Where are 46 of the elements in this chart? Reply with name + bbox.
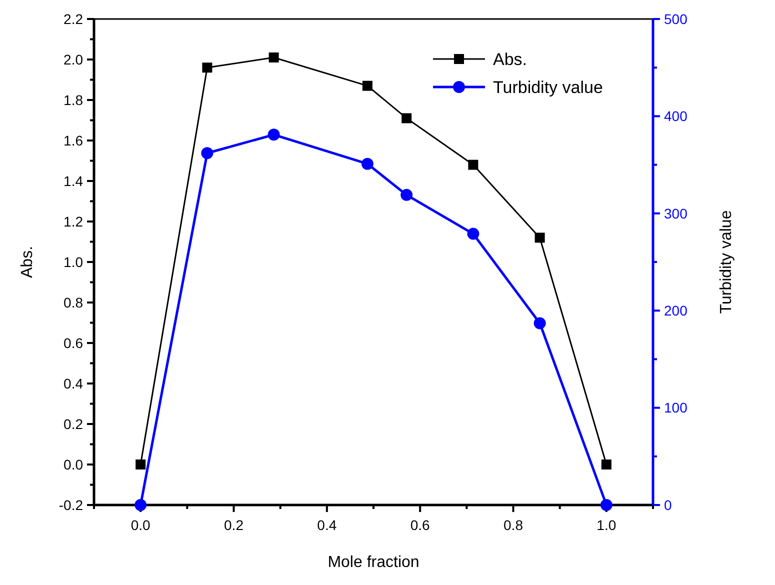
y2-tick-label: 200: [664, 302, 688, 318]
point: [136, 460, 146, 470]
point: [467, 228, 480, 240]
point: [534, 232, 545, 243]
y-tick-label: 1.4: [64, 172, 84, 189]
point: [468, 160, 478, 170]
x-tick-label: 0.8: [504, 517, 524, 533]
y-tick-label: 0.6: [64, 334, 84, 351]
point: [361, 158, 374, 170]
y-tick-label: 1.8: [64, 92, 84, 108]
legend-label: Abs.: [493, 50, 528, 69]
point: [402, 113, 412, 124]
y-tick-label: 0.8: [64, 294, 84, 310]
x-tick-label: 0.6: [410, 517, 430, 533]
point: [134, 499, 147, 511]
x-tick-label: 0.4: [317, 517, 337, 533]
point: [201, 147, 214, 160]
y-tick-label: 1.0: [64, 254, 84, 270]
y2-axis-title: Turbidity value: [718, 210, 735, 314]
y-tick-label: 1.2: [64, 213, 84, 230]
y-tick-label: 0.2: [64, 416, 84, 432]
point: [362, 80, 372, 91]
text: 0.0: [130, 517, 150, 533]
y2-tick-label: 500: [664, 10, 688, 27]
point: [601, 460, 612, 470]
point: [400, 188, 413, 201]
y2-tick-label: 300: [664, 205, 688, 222]
legend-label: Turbidity value: [493, 78, 603, 97]
y-axis-title: Abs.: [19, 246, 36, 278]
point: [534, 317, 546, 330]
point: [268, 52, 279, 62]
y-tick-label: 0.0: [64, 456, 84, 472]
x-tick-label: 1.0: [596, 517, 616, 533]
y-tick-label: 0.4: [64, 375, 84, 392]
x-tick-label: 0.2: [224, 517, 244, 533]
point: [202, 62, 212, 73]
y-tick-label: 2.0: [64, 51, 84, 68]
y2-tick-label: 0: [664, 496, 672, 513]
y-tick-label: 2.2: [64, 10, 84, 27]
point: [268, 128, 280, 141]
y-tick-label: 1.6: [64, 132, 84, 148]
y2-tick-label: 400: [664, 108, 688, 124]
point: [600, 499, 612, 511]
y2-tick-label: 100: [664, 400, 688, 416]
x-axis-title: Mole fraction: [328, 554, 420, 571]
y-tick-label: -0.2: [58, 496, 84, 513]
